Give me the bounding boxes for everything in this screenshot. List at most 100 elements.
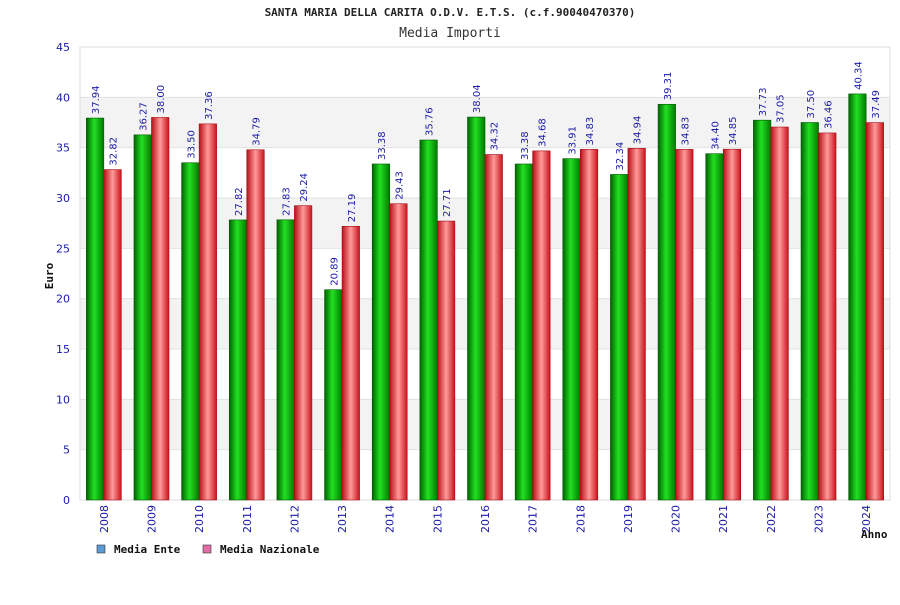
bar-media-nazionale-2016 bbox=[484, 154, 503, 501]
bar-media-nazionale-2008 bbox=[103, 169, 122, 501]
bar-media-ente-2022 bbox=[753, 119, 772, 501]
bar-media-ente-2009 bbox=[133, 134, 152, 501]
bar-media-nazionale-2018 bbox=[579, 149, 599, 501]
value-label: 37.73 bbox=[758, 88, 769, 117]
legend-swatch-media-nazionale bbox=[202, 544, 212, 554]
x-tick-label: 2016 bbox=[479, 505, 492, 533]
value-label: 34.32 bbox=[490, 122, 501, 151]
y-tick-label: 5 bbox=[63, 444, 70, 457]
x-tick-label: 2024 bbox=[860, 505, 873, 533]
value-label: 34.79 bbox=[252, 117, 263, 146]
value-label: 34.83 bbox=[585, 117, 596, 146]
bar-media-nazionale-2014 bbox=[389, 203, 408, 501]
value-label: 38.04 bbox=[472, 84, 483, 113]
legend-media-ente: Media Ente bbox=[114, 543, 181, 556]
x-tick-label: 2020 bbox=[670, 505, 683, 533]
legend-swatch-media-ente bbox=[96, 544, 106, 554]
bar-media-ente-2014 bbox=[371, 163, 391, 501]
y-tick-label: 45 bbox=[56, 41, 70, 54]
value-label: 27.82 bbox=[234, 187, 245, 216]
value-label: 20.89 bbox=[329, 257, 340, 286]
x-tick-label: 2018 bbox=[574, 505, 587, 533]
bar-media-ente-2018 bbox=[562, 158, 581, 501]
bar-media-nazionale-2020 bbox=[675, 149, 694, 501]
x-tick-label: 2017 bbox=[527, 505, 540, 533]
bar-media-ente-2015 bbox=[419, 139, 438, 501]
value-label: 36.27 bbox=[139, 102, 150, 131]
y-tick-label: 25 bbox=[56, 242, 70, 255]
x-tick-label: 2009 bbox=[145, 505, 158, 533]
y-axis-label: Euro bbox=[43, 262, 56, 289]
bar-media-nazionale-2010 bbox=[198, 123, 217, 501]
x-axis-ticks: 2008 2009 2010 2011 2012 2013 2014 2015 2016 2017… bbox=[98, 505, 873, 533]
bar-series bbox=[86, 93, 884, 501]
value-label: 37.05 bbox=[776, 94, 787, 123]
x-tick-label: 2015 bbox=[431, 505, 444, 533]
value-label: 38.00 bbox=[156, 85, 167, 114]
y-axis-ticks: 0 5 10 15 20 25 30 35 40 45 bbox=[56, 41, 70, 507]
chart-title: SANTA MARIA DELLA CARITA O.D.V. E.T.S. (… bbox=[265, 6, 636, 19]
bar-media-nazionale-2024 bbox=[865, 122, 884, 501]
legend: Media Ente Media Nazionale bbox=[96, 543, 320, 556]
chart-subtitle: Media Importi bbox=[399, 26, 501, 41]
x-axis-label: Anno bbox=[861, 528, 888, 541]
value-label: 33.38 bbox=[377, 131, 388, 160]
legend-media-nazionale: Media Nazionale bbox=[220, 543, 320, 556]
y-tick-label: 0 bbox=[63, 494, 70, 507]
bar-media-ente-2008 bbox=[86, 117, 105, 501]
value-label: 37.50 bbox=[806, 90, 817, 119]
value-label: 34.68 bbox=[537, 118, 548, 147]
value-label: 34.83 bbox=[680, 117, 691, 146]
bar-media-ente-2011 bbox=[228, 219, 248, 501]
x-tick-label: 2021 bbox=[717, 505, 730, 533]
x-tick-label: 2010 bbox=[193, 505, 206, 533]
bar-media-ente-2019 bbox=[610, 174, 629, 501]
bar-media-ente-2020 bbox=[657, 103, 676, 501]
bar-media-nazionale-2023 bbox=[818, 132, 837, 501]
bar-media-ente-2010 bbox=[181, 162, 200, 501]
value-label: 34.40 bbox=[710, 121, 721, 150]
value-label: 37.49 bbox=[871, 90, 882, 119]
x-tick-label: 2014 bbox=[384, 505, 397, 533]
value-label: 32.82 bbox=[109, 137, 120, 166]
bar-media-ente-2023 bbox=[800, 122, 819, 501]
value-label: 34.94 bbox=[633, 116, 644, 145]
y-tick-label: 30 bbox=[56, 192, 70, 205]
x-tick-label: 2011 bbox=[241, 505, 254, 533]
y-tick-label: 35 bbox=[56, 142, 70, 155]
bar-media-nazionale-2015 bbox=[437, 220, 456, 501]
grid-band bbox=[80, 47, 890, 98]
bar-media-nazionale-2019 bbox=[627, 147, 646, 501]
bar-media-ente-2012 bbox=[276, 219, 295, 501]
value-label: 27.71 bbox=[442, 188, 453, 217]
value-label: 37.36 bbox=[204, 91, 215, 120]
value-label: 37.94 bbox=[91, 85, 102, 114]
x-tick-label: 2012 bbox=[288, 505, 301, 533]
bar-media-nazionale-2022 bbox=[770, 126, 789, 501]
y-tick-label: 10 bbox=[56, 393, 70, 406]
value-label: 34.85 bbox=[728, 117, 739, 146]
value-label: 33.91 bbox=[568, 126, 579, 155]
value-label: 29.24 bbox=[299, 173, 310, 202]
bar-media-ente-2021 bbox=[705, 153, 724, 501]
value-label: 32.34 bbox=[615, 142, 626, 171]
x-tick-label: 2022 bbox=[765, 505, 778, 533]
y-tick-label: 40 bbox=[56, 91, 70, 104]
x-tick-label: 2023 bbox=[813, 505, 826, 533]
bar-media-ente-2016 bbox=[467, 116, 486, 501]
value-label: 33.38 bbox=[520, 131, 531, 160]
bar-media-nazionale-2011 bbox=[246, 149, 265, 501]
x-tick-label: 2019 bbox=[622, 505, 635, 533]
value-label: 40.34 bbox=[853, 61, 864, 90]
value-label: 27.83 bbox=[282, 187, 293, 216]
x-tick-label: 2013 bbox=[336, 505, 349, 533]
bar-media-nazionale-2009 bbox=[151, 117, 170, 501]
bar-media-ente-2024 bbox=[848, 93, 867, 501]
bar-media-nazionale-2012 bbox=[294, 205, 313, 501]
bar-media-ente-2017 bbox=[514, 163, 533, 501]
bar-media-nazionale-2017 bbox=[532, 150, 551, 501]
bar-media-nazionale-2021 bbox=[722, 148, 742, 501]
value-label: 27.19 bbox=[347, 194, 358, 223]
